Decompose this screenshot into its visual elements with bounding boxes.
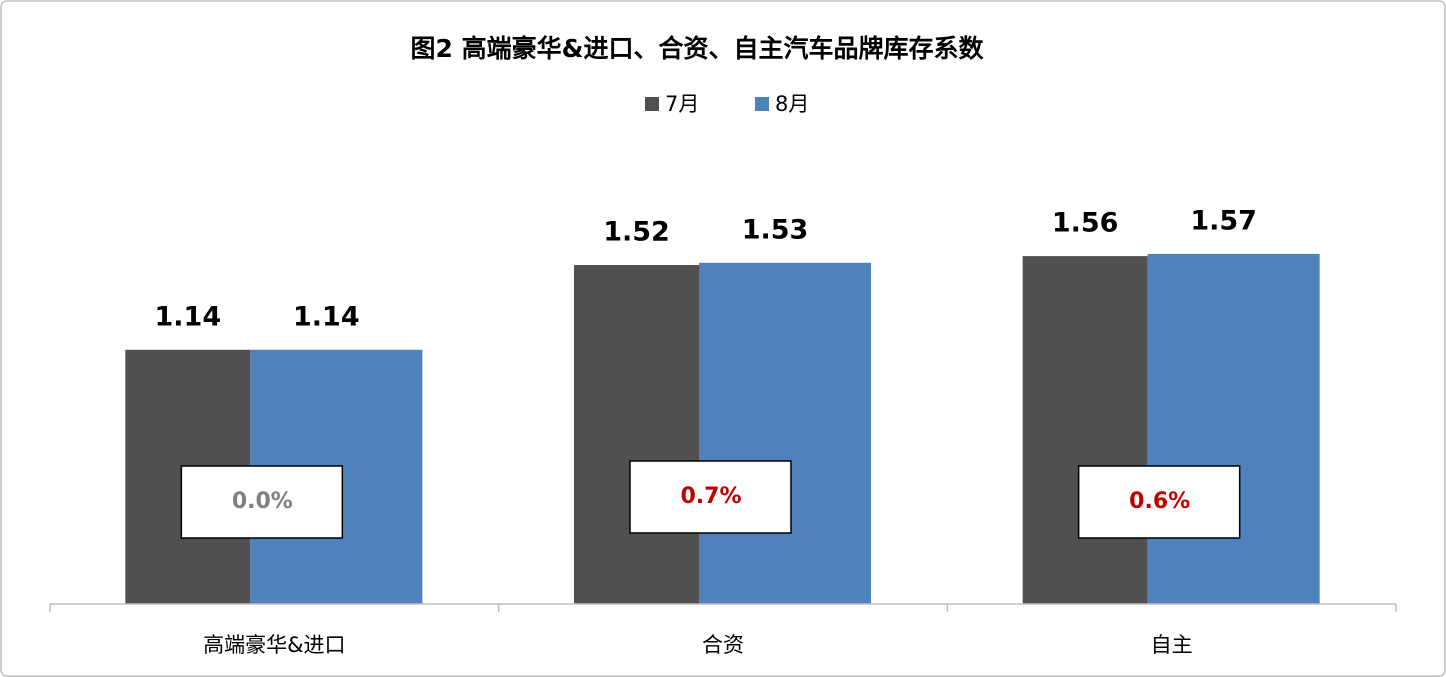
bar xyxy=(699,262,871,604)
legend-swatch xyxy=(755,97,769,111)
x-tick-label: 高端豪华&进口 xyxy=(203,633,345,657)
bar xyxy=(1022,256,1148,604)
chart-title: 图2 高端豪华&进口、合资、自主汽车品牌库存系数 xyxy=(411,34,985,63)
data-label: 1.14 xyxy=(155,301,222,332)
legend-label: 8月 xyxy=(775,92,809,116)
data-label: 1.57 xyxy=(1190,205,1257,236)
x-tick-label: 合资 xyxy=(702,633,744,657)
x-tick-label: 自主 xyxy=(1151,633,1193,657)
data-label: 1.14 xyxy=(293,301,360,332)
legend-swatch xyxy=(645,97,659,111)
data-label: 1.53 xyxy=(742,214,809,245)
data-label: 1.56 xyxy=(1052,208,1119,239)
annotation: 0.7% xyxy=(680,484,741,509)
data-label: 1.52 xyxy=(603,217,670,248)
annotation: 0.6% xyxy=(1129,489,1190,514)
annotation: 0.0% xyxy=(232,489,293,514)
bar xyxy=(1147,253,1320,604)
annotation-box xyxy=(1077,465,1241,539)
annotation-box xyxy=(629,460,792,534)
legend-label: 7月 xyxy=(665,92,699,116)
bar xyxy=(574,265,699,604)
annotation-box xyxy=(180,465,344,539)
